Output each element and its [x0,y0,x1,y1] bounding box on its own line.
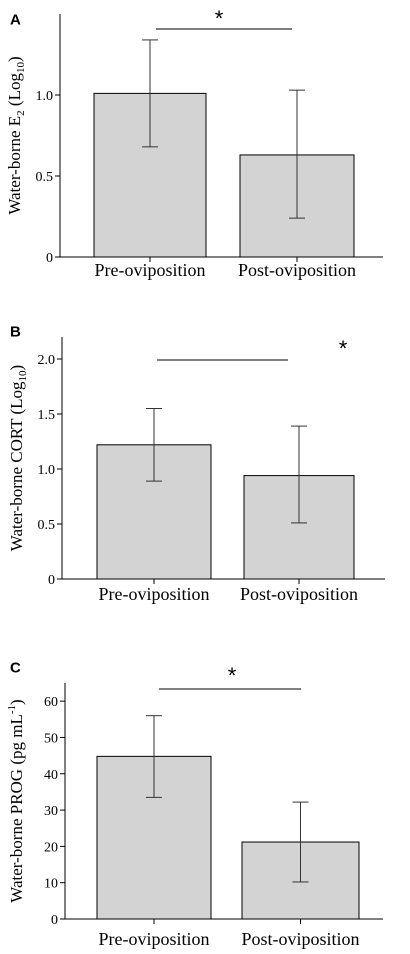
y-tick-label: 1.0 [36,89,54,104]
y-tick-label: 30 [44,804,58,819]
significance-star: * [215,6,224,31]
y-axis-title: Water-borne E2 (Log10) [5,56,27,214]
y-tick-label: 0.5 [36,170,54,185]
panel-letter: C [10,659,21,676]
y-tick-label: 2.0 [38,353,56,368]
x-tick-label: Pre-oviposition [99,929,210,949]
panel-a: A 0 0.5 1.0 Pre-oviposition Post-oviposition *… [5,6,383,280]
panel-b: B 0 0.5 1.0 1.5 2.0 Pre-oviposition Post-ovipos… [7,323,385,604]
y-tick-label: 20 [44,840,58,855]
y-tick-label: 0 [51,913,58,928]
x-tick-label: Post-oviposition [241,929,359,949]
y-axis-title: Water-borne CORT (Log10) [7,365,29,551]
y-tick-label: 50 [44,731,58,746]
x-tick-label: Post-oviposition [240,584,358,604]
x-tick-label: Pre-oviposition [95,260,206,280]
y-tick-label: 40 [44,768,58,783]
significance-star: * [228,663,237,688]
y-tick-label: 60 [44,695,58,710]
panel-c: C 0 10 20 30 40 50 60 Pre-oviposition Post-ovipos… [6,659,383,949]
y-axis-title: Water-borne PROG (pg mL-1) [6,699,26,902]
y-tick-label: 0 [46,251,53,266]
x-tick-label: Post-oviposition [238,260,356,280]
y-tick-label: 0.5 [38,518,56,533]
y-tick-label: 1.5 [38,408,56,423]
significance-star: * [339,336,348,361]
y-tick-label: 10 [44,877,58,892]
y-tick-label: 0 [48,573,55,588]
x-tick-label: Pre-oviposition [99,584,210,604]
y-tick-label: 1.0 [38,463,56,478]
panel-letter: B [10,323,21,340]
panel-letter: A [10,11,21,28]
